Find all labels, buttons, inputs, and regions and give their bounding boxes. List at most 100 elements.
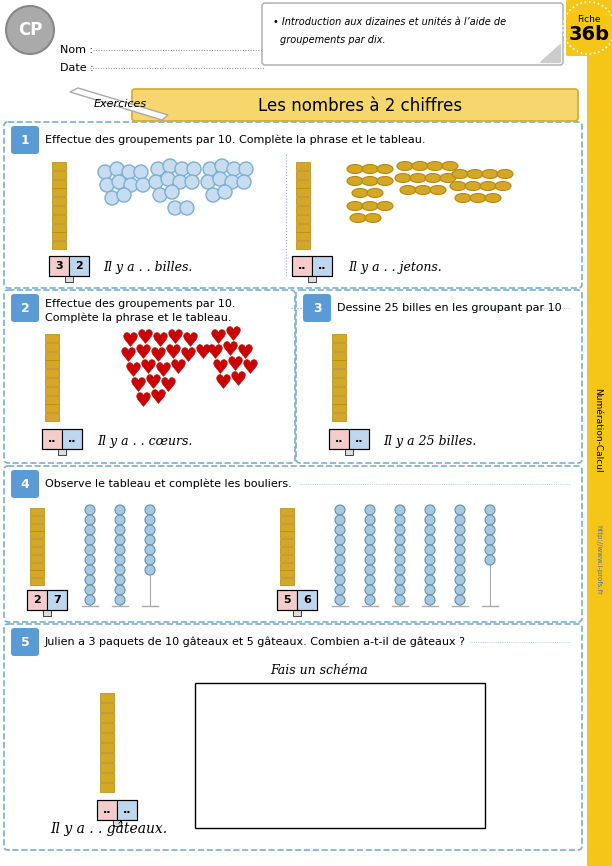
Polygon shape: [70, 88, 168, 120]
Circle shape: [85, 565, 95, 575]
Text: Il y a . . cœurs.: Il y a . . cœurs.: [97, 436, 192, 449]
Circle shape: [206, 188, 220, 202]
FancyBboxPatch shape: [52, 232, 66, 241]
FancyBboxPatch shape: [11, 470, 39, 498]
Text: Fais un schéma: Fais un schéma: [270, 663, 368, 676]
Circle shape: [98, 165, 112, 179]
Ellipse shape: [440, 173, 456, 183]
Text: Fiche: Fiche: [577, 15, 601, 23]
Ellipse shape: [367, 189, 383, 197]
Circle shape: [485, 505, 495, 515]
Circle shape: [85, 505, 95, 515]
Ellipse shape: [377, 165, 393, 173]
FancyBboxPatch shape: [132, 89, 578, 121]
FancyBboxPatch shape: [292, 256, 312, 276]
FancyBboxPatch shape: [52, 215, 66, 223]
FancyBboxPatch shape: [332, 369, 346, 378]
Circle shape: [115, 565, 125, 575]
Text: http://www.i-profs.fr: http://www.i-profs.fr: [595, 525, 601, 595]
Circle shape: [100, 178, 114, 192]
FancyBboxPatch shape: [296, 223, 310, 231]
Text: 3: 3: [313, 301, 321, 314]
Circle shape: [124, 178, 138, 192]
Text: ..: ..: [355, 434, 364, 444]
FancyBboxPatch shape: [45, 343, 59, 351]
Ellipse shape: [410, 173, 426, 183]
Text: ..: ..: [298, 261, 306, 271]
FancyBboxPatch shape: [69, 256, 89, 276]
Circle shape: [213, 172, 227, 186]
Text: Effectue des groupements par 10. Complète la phrase et le tableau.: Effectue des groupements par 10. Complèt…: [45, 135, 425, 145]
Text: Il y a . . gâteaux.: Il y a . . gâteaux.: [50, 820, 167, 836]
Circle shape: [335, 515, 345, 525]
FancyBboxPatch shape: [52, 223, 66, 231]
Circle shape: [85, 555, 95, 565]
FancyBboxPatch shape: [308, 276, 316, 282]
FancyBboxPatch shape: [30, 578, 44, 585]
Circle shape: [145, 565, 155, 575]
Circle shape: [215, 159, 229, 173]
FancyBboxPatch shape: [117, 800, 137, 820]
FancyBboxPatch shape: [100, 713, 114, 722]
Circle shape: [485, 515, 495, 525]
FancyBboxPatch shape: [280, 563, 294, 570]
Circle shape: [425, 545, 435, 555]
FancyBboxPatch shape: [587, 0, 612, 866]
Circle shape: [455, 555, 465, 565]
Circle shape: [395, 505, 405, 515]
FancyBboxPatch shape: [49, 256, 69, 276]
Text: Nom :: Nom :: [60, 45, 97, 55]
Text: Effectue des groupements par 10.: Effectue des groupements par 10.: [45, 299, 236, 309]
Circle shape: [485, 525, 495, 535]
FancyBboxPatch shape: [52, 189, 66, 197]
Circle shape: [395, 565, 405, 575]
Bar: [97, 800, 137, 820]
FancyBboxPatch shape: [100, 733, 114, 742]
Circle shape: [425, 525, 435, 535]
Circle shape: [173, 175, 187, 189]
Bar: [27, 590, 67, 610]
Circle shape: [145, 515, 155, 525]
Ellipse shape: [397, 161, 413, 171]
Circle shape: [365, 545, 375, 555]
Text: 2: 2: [21, 301, 29, 314]
FancyBboxPatch shape: [280, 524, 294, 531]
FancyBboxPatch shape: [30, 571, 44, 578]
Text: 3: 3: [55, 261, 63, 271]
FancyBboxPatch shape: [566, 0, 612, 56]
FancyBboxPatch shape: [345, 449, 353, 455]
Circle shape: [455, 575, 465, 585]
Circle shape: [85, 575, 95, 585]
Circle shape: [145, 535, 155, 545]
FancyBboxPatch shape: [296, 232, 310, 241]
FancyBboxPatch shape: [11, 628, 39, 656]
Bar: [49, 256, 89, 276]
FancyBboxPatch shape: [30, 516, 44, 523]
Text: ..: ..: [68, 434, 76, 444]
FancyBboxPatch shape: [297, 590, 317, 610]
FancyBboxPatch shape: [45, 360, 59, 368]
Circle shape: [145, 545, 155, 555]
Circle shape: [365, 595, 375, 605]
Text: 2: 2: [75, 261, 83, 271]
FancyBboxPatch shape: [296, 197, 310, 205]
Circle shape: [425, 515, 435, 525]
FancyBboxPatch shape: [100, 763, 114, 772]
FancyBboxPatch shape: [4, 290, 295, 463]
FancyBboxPatch shape: [195, 683, 485, 828]
Text: • Introduction aux dizaines et unités à l’aide de: • Introduction aux dizaines et unités à …: [273, 17, 506, 27]
Bar: [277, 590, 317, 610]
FancyBboxPatch shape: [65, 276, 73, 282]
Circle shape: [145, 555, 155, 565]
FancyBboxPatch shape: [52, 242, 66, 249]
FancyBboxPatch shape: [4, 466, 582, 622]
Circle shape: [112, 175, 126, 189]
FancyBboxPatch shape: [30, 547, 44, 554]
Circle shape: [163, 159, 177, 173]
Ellipse shape: [377, 202, 393, 210]
Ellipse shape: [427, 161, 443, 171]
FancyBboxPatch shape: [4, 122, 582, 288]
Text: Date :: Date :: [60, 63, 97, 73]
Ellipse shape: [412, 161, 428, 171]
Circle shape: [239, 162, 253, 176]
